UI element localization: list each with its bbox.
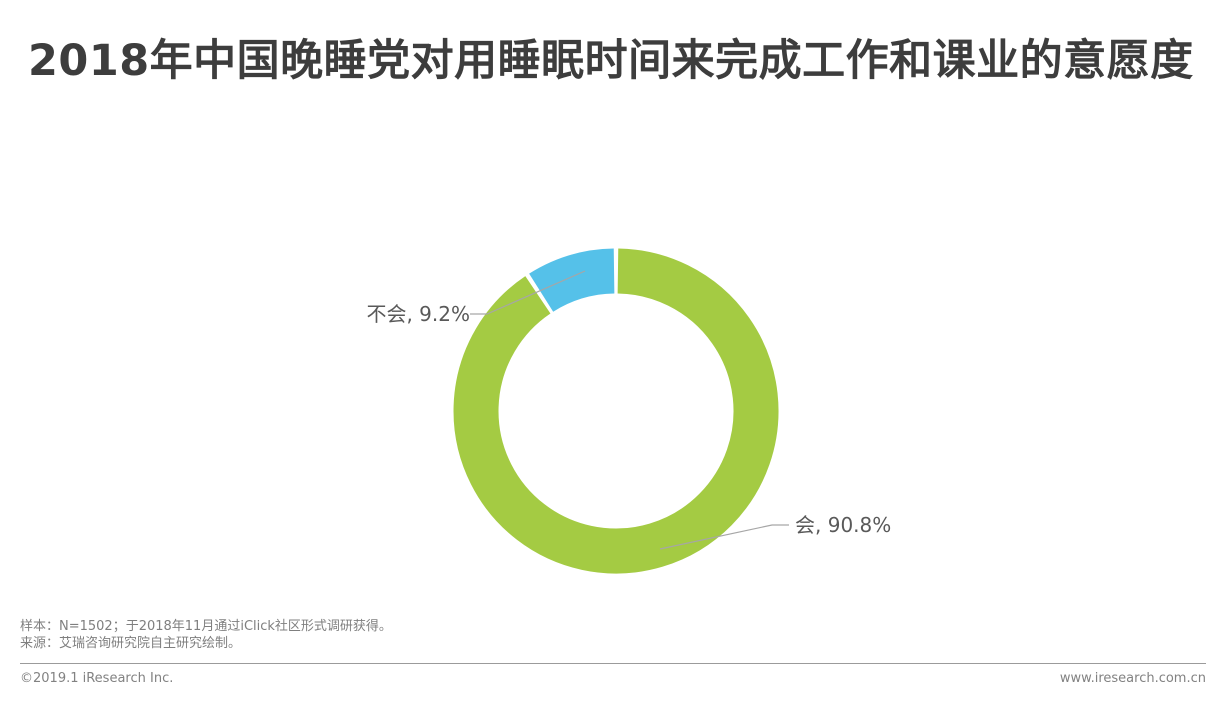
footer-copyright: ©2019.1 iResearch Inc. bbox=[20, 671, 174, 686]
donut-segment-会 bbox=[453, 248, 779, 574]
leader-line-hui bbox=[659, 524, 789, 550]
slice-label-buhui: 不会, 9.2% bbox=[366, 302, 470, 326]
footnote-source: 来源：艾瑞咨询研究院自主研究绘制。 bbox=[20, 635, 242, 651]
leader-line-buhui bbox=[470, 270, 586, 315]
footer-website: www.iresearch.com.cn bbox=[1059, 671, 1206, 686]
donut-segment-不会 bbox=[529, 248, 616, 313]
footnotes: 样本：N=1502；于2018年11月通过iClick社区形式调研获得。 来源：… bbox=[20, 619, 392, 652]
page-title: 2018年中国晚睡党对用睡眠时间来完成工作和课业的意愿度 bbox=[28, 36, 1194, 86]
footnote-sample: 样本：N=1502；于2018年11月通过iClick社区形式调研获得。 bbox=[20, 619, 392, 634]
slice-label-hui: 会, 90.8% bbox=[795, 513, 892, 537]
footer-divider bbox=[20, 663, 1206, 664]
